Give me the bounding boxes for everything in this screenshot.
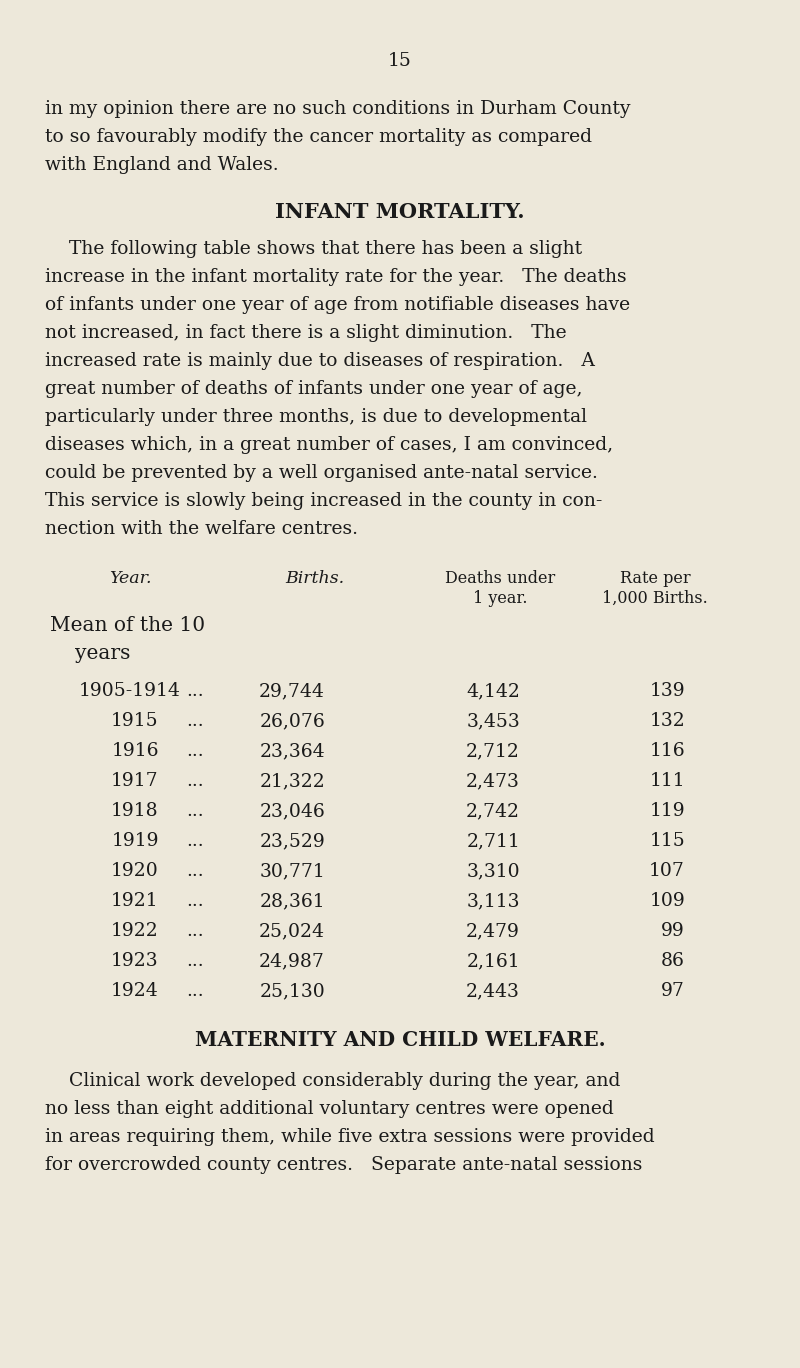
Text: 25,024: 25,024	[259, 922, 325, 940]
Text: 3,310: 3,310	[466, 862, 520, 880]
Text: 2,742: 2,742	[466, 802, 520, 819]
Text: ...: ...	[186, 683, 204, 700]
Text: 1,000 Births.: 1,000 Births.	[602, 590, 708, 607]
Text: 2,711: 2,711	[466, 832, 520, 850]
Text: 4,142: 4,142	[466, 683, 520, 700]
Text: 28,361: 28,361	[259, 892, 325, 910]
Text: 109: 109	[650, 892, 685, 910]
Text: ...: ...	[186, 741, 204, 761]
Text: 25,130: 25,130	[259, 982, 325, 1000]
Text: 1922: 1922	[111, 922, 159, 940]
Text: 99: 99	[662, 922, 685, 940]
Text: nection with the welfare centres.: nection with the welfare centres.	[45, 520, 358, 538]
Text: 2,443: 2,443	[466, 982, 520, 1000]
Text: Clinical work developed considerably during the year, and: Clinical work developed considerably dur…	[45, 1073, 620, 1090]
Text: great number of deaths of infants under one year of age,: great number of deaths of infants under …	[45, 380, 582, 398]
Text: 1924: 1924	[111, 982, 159, 1000]
Text: 1923: 1923	[111, 952, 159, 970]
Text: years: years	[75, 644, 130, 663]
Text: 23,364: 23,364	[259, 741, 325, 761]
Text: to so favourably modify the cancer mortality as compared: to so favourably modify the cancer morta…	[45, 129, 592, 146]
Text: ...: ...	[186, 772, 204, 789]
Text: 1920: 1920	[111, 862, 159, 880]
Text: ...: ...	[186, 862, 204, 880]
Text: 23,529: 23,529	[259, 832, 325, 850]
Text: 21,322: 21,322	[259, 772, 325, 789]
Text: of infants under one year of age from notifiable diseases have: of infants under one year of age from no…	[45, 295, 630, 315]
Text: ...: ...	[186, 892, 204, 910]
Text: 97: 97	[661, 982, 685, 1000]
Text: in areas requiring them, while five extra sessions were provided: in areas requiring them, while five extr…	[45, 1129, 654, 1146]
Text: could be prevented by a well organised ante-natal service.: could be prevented by a well organised a…	[45, 464, 598, 482]
Text: 111: 111	[650, 772, 685, 789]
Text: diseases which, in a great number of cases, I am convinced,: diseases which, in a great number of cas…	[45, 436, 613, 454]
Text: ...: ...	[186, 711, 204, 731]
Text: 3,453: 3,453	[466, 711, 520, 731]
Text: ...: ...	[186, 922, 204, 940]
Text: 26,076: 26,076	[259, 711, 325, 731]
Text: in my opinion there are no such conditions in Durham County: in my opinion there are no such conditio…	[45, 100, 630, 118]
Text: 29,744: 29,744	[259, 683, 325, 700]
Text: 1917: 1917	[111, 772, 159, 789]
Text: 1919: 1919	[111, 832, 158, 850]
Text: Mean of the 10: Mean of the 10	[50, 616, 205, 635]
Text: 132: 132	[650, 711, 685, 731]
Text: 1918: 1918	[111, 802, 159, 819]
Text: ...: ...	[186, 832, 204, 850]
Text: This service is slowly being increased in the county in con-: This service is slowly being increased i…	[45, 492, 602, 510]
Text: 1916: 1916	[111, 741, 158, 761]
Text: 86: 86	[661, 952, 685, 970]
Text: Rate per: Rate per	[620, 570, 690, 587]
Text: 2,473: 2,473	[466, 772, 520, 789]
Text: 2,161: 2,161	[466, 952, 520, 970]
Text: 30,771: 30,771	[259, 862, 325, 880]
Text: 24,987: 24,987	[259, 952, 325, 970]
Text: 2,479: 2,479	[466, 922, 520, 940]
Text: no less than eight additional voluntary centres were opened: no less than eight additional voluntary …	[45, 1100, 614, 1118]
Text: 15: 15	[388, 52, 412, 70]
Text: Year.: Year.	[109, 570, 151, 587]
Text: 1921: 1921	[111, 892, 159, 910]
Text: ...: ...	[186, 802, 204, 819]
Text: 2,712: 2,712	[466, 741, 520, 761]
Text: Deaths under: Deaths under	[445, 570, 555, 587]
Text: 139: 139	[650, 683, 685, 700]
Text: 116: 116	[650, 741, 685, 761]
Text: 119: 119	[650, 802, 685, 819]
Text: ...: ...	[186, 982, 204, 1000]
Text: with England and Wales.: with England and Wales.	[45, 156, 278, 174]
Text: 107: 107	[649, 862, 685, 880]
Text: 115: 115	[650, 832, 685, 850]
Text: 23,046: 23,046	[259, 802, 325, 819]
Text: Births.: Births.	[286, 570, 345, 587]
Text: 1 year.: 1 year.	[473, 590, 527, 607]
Text: 1905-1914: 1905-1914	[79, 683, 181, 700]
Text: not increased, in fact there is a slight diminution.   The: not increased, in fact there is a slight…	[45, 324, 566, 342]
Text: increased rate is mainly due to diseases of respiration.   A: increased rate is mainly due to diseases…	[45, 352, 595, 369]
Text: 3,113: 3,113	[466, 892, 520, 910]
Text: particularly under three months, is due to developmental: particularly under three months, is due …	[45, 408, 587, 425]
Text: ...: ...	[186, 952, 204, 970]
Text: increase in the infant mortality rate for the year.   The deaths: increase in the infant mortality rate fo…	[45, 268, 626, 286]
Text: MATERNITY AND CHILD WELFARE.: MATERNITY AND CHILD WELFARE.	[194, 1030, 606, 1051]
Text: The following table shows that there has been a slight: The following table shows that there has…	[45, 239, 582, 259]
Text: 1915: 1915	[111, 711, 159, 731]
Text: INFANT MORTALITY.: INFANT MORTALITY.	[275, 202, 525, 222]
Text: for overcrowded county centres.   Separate ante-natal sessions: for overcrowded county centres. Separate…	[45, 1156, 642, 1174]
